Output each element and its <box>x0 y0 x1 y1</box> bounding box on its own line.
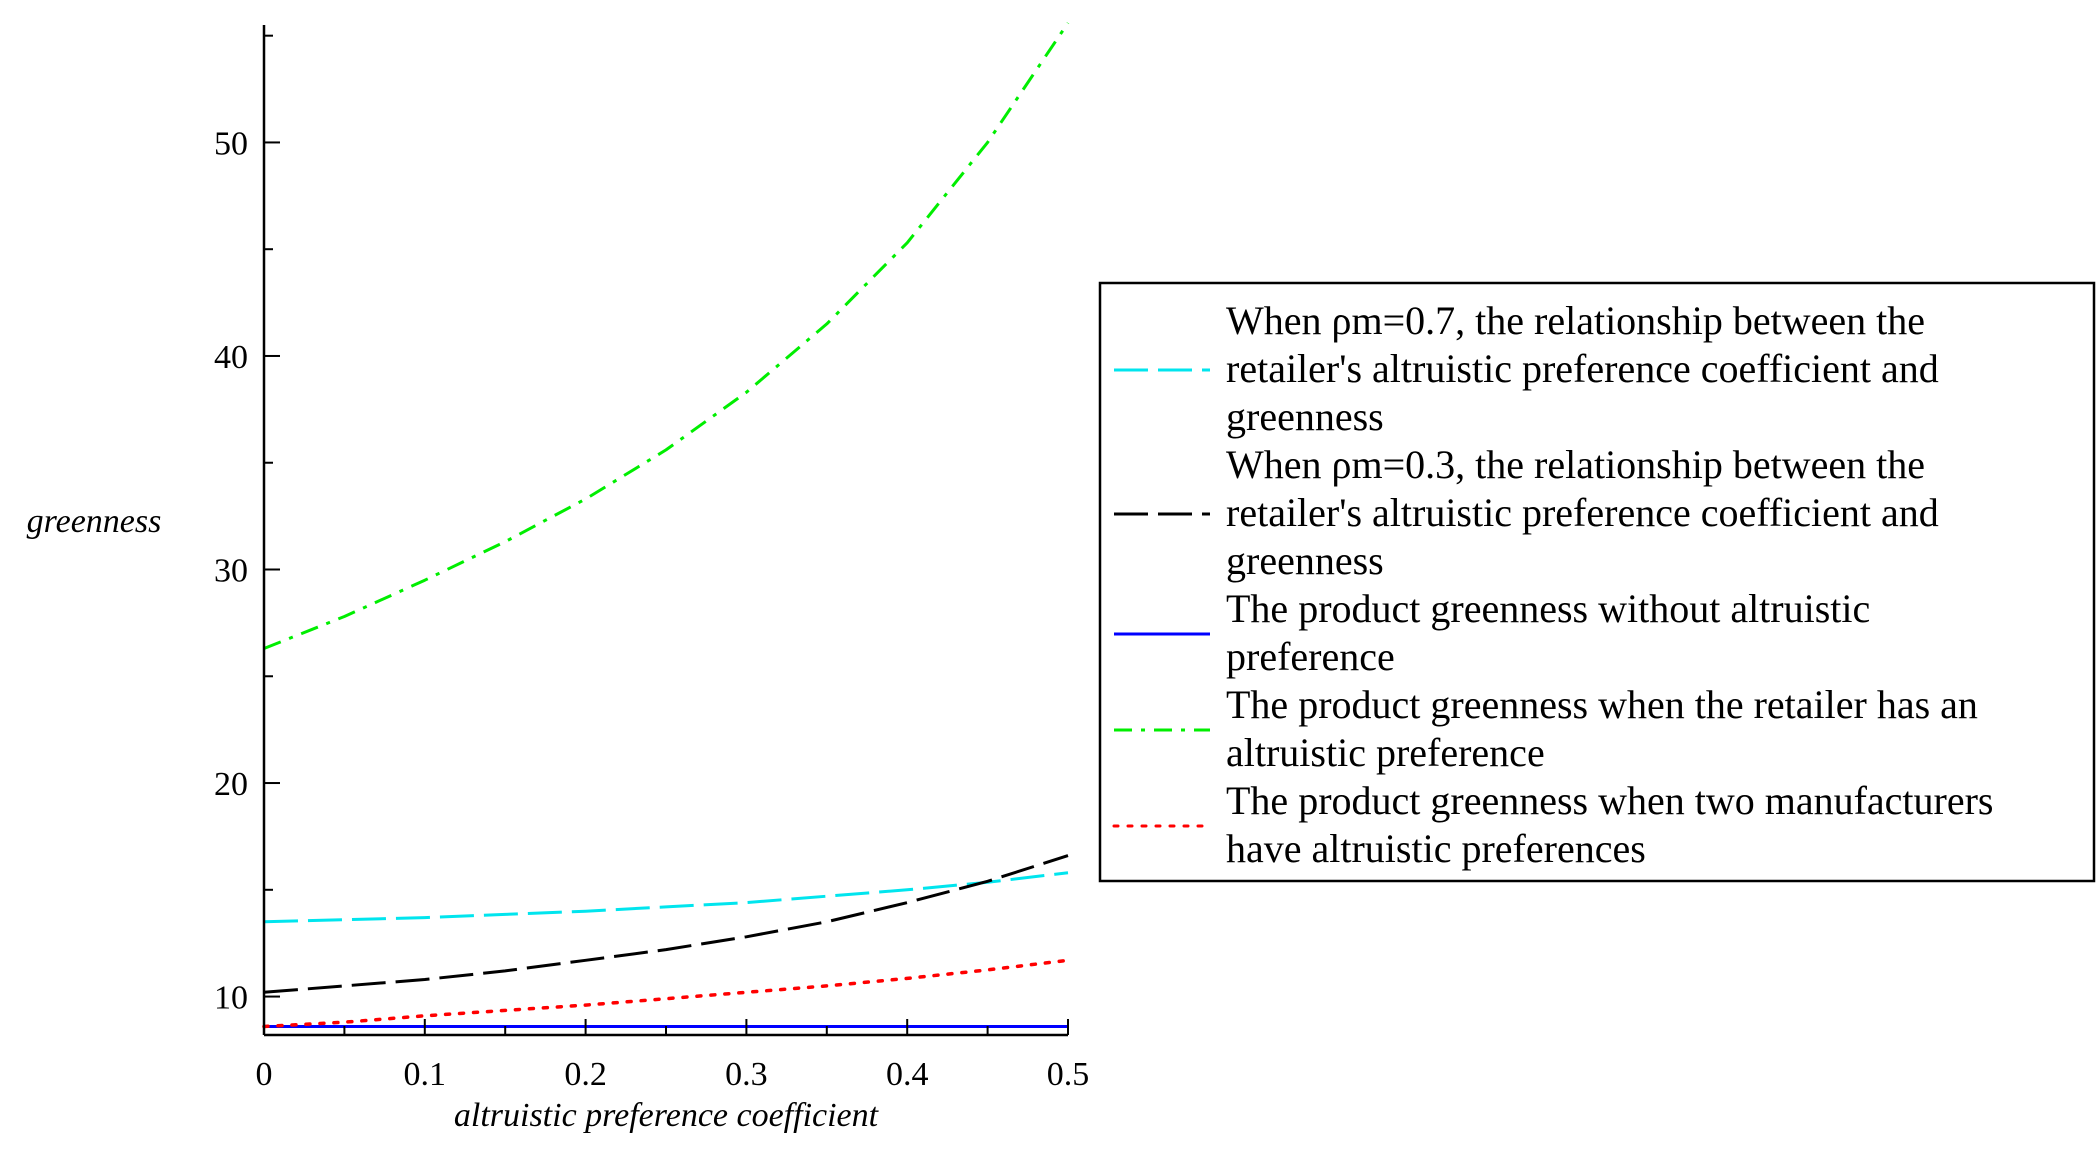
plot-lines <box>262 22 1070 1029</box>
y-ticks: 10 20 30 40 50 <box>214 34 280 1017</box>
series-line-1 <box>263 871 1069 924</box>
x-tick-label: 0.2 <box>564 1056 607 1093</box>
y-tick-label: 30 <box>214 553 248 590</box>
legend-label: When ρm=0.7, the relationship between th… <box>1226 298 1925 343</box>
legend-label: altruistic preference <box>1226 730 1545 775</box>
y-tick-label: 50 <box>214 125 248 162</box>
legend-label: have altruistic preferences <box>1226 826 1646 871</box>
series-line-5 <box>262 958 1070 1029</box>
x-tick-label: 0.3 <box>725 1056 768 1093</box>
x-tick-label: 0.4 <box>886 1056 929 1093</box>
legend-label: retailer's altruistic preference coeffic… <box>1226 346 1939 391</box>
x-ticks: 0 0.1 0.2 0.3 0.4 0.5 <box>256 1019 1090 1093</box>
axes <box>262 25 1068 1037</box>
legend-label: retailer's altruistic preference coeffic… <box>1226 490 1939 535</box>
x-tick-label: 0.1 <box>404 1056 447 1093</box>
series-line-4 <box>263 22 1070 650</box>
y-tick-label: 40 <box>214 339 248 376</box>
legend-box <box>1098 281 2096 883</box>
series-line-2 <box>263 854 1069 994</box>
x-axis-title: altruistic preference coefficient <box>454 1097 880 1134</box>
legend-label: greenness <box>1226 394 1384 439</box>
legend-label: preference <box>1226 634 1395 679</box>
legend-label: greenness <box>1226 538 1384 583</box>
legend-label: The product greenness when the retailer … <box>1226 682 1978 727</box>
legend: When ρm=0.7, the relationship between th… <box>1098 281 2096 883</box>
x-tick-label: 0 <box>256 1056 273 1093</box>
y-axis-title: greenness <box>27 503 162 540</box>
legend-label: When ρm=0.3, the relationship between th… <box>1226 442 1925 487</box>
legend-label: The product greenness when two manufactu… <box>1226 778 1994 823</box>
y-tick-label: 20 <box>214 766 248 803</box>
legend-label: The product greenness without altruistic <box>1226 586 1870 631</box>
x-tick-label: 0.5 <box>1047 1056 1090 1093</box>
y-tick-label: 10 <box>214 980 248 1017</box>
